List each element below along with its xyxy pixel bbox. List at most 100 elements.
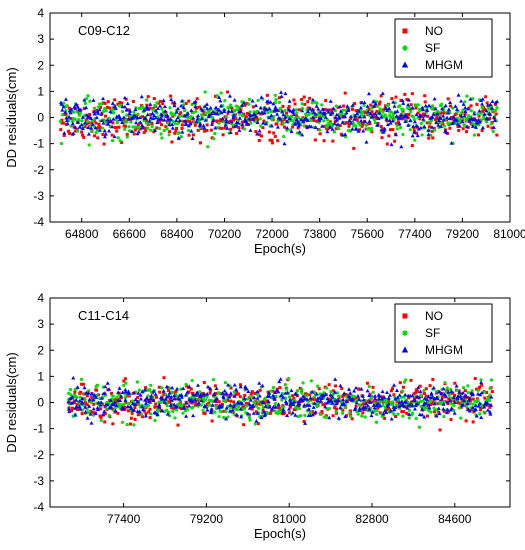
data-point [314, 104, 319, 108]
data-point [262, 119, 266, 123]
data-point [310, 107, 315, 112]
data-point [473, 377, 477, 381]
data-point [389, 128, 393, 132]
data-point [70, 395, 75, 399]
data-point [120, 120, 125, 125]
data-point [72, 125, 76, 129]
data-point [487, 107, 491, 111]
data-point [115, 401, 119, 405]
data-point [271, 405, 276, 409]
data-point [162, 118, 167, 122]
data-point [431, 112, 436, 116]
data-point [402, 410, 406, 414]
data-point [198, 390, 202, 394]
legend-label: NO [425, 309, 443, 323]
data-point [230, 408, 235, 412]
data-point [74, 395, 79, 399]
data-point [101, 412, 106, 417]
data-point [281, 395, 286, 399]
data-point [102, 142, 106, 146]
data-point [244, 404, 249, 408]
data-point [343, 91, 347, 95]
data-point [231, 115, 236, 119]
data-point [149, 394, 154, 398]
x-tick-label: 68400 [160, 227, 194, 241]
data-point [370, 110, 374, 114]
data-point [259, 134, 263, 138]
data-point [261, 400, 266, 405]
data-point [59, 141, 64, 146]
data-point [480, 383, 484, 387]
data-point [158, 116, 163, 121]
data-point [181, 105, 186, 110]
data-point [485, 117, 490, 121]
data-point [205, 106, 210, 111]
data-point [146, 126, 150, 130]
data-point [422, 124, 427, 129]
data-point [373, 400, 377, 404]
data-point [224, 406, 229, 410]
data-point [331, 414, 335, 418]
data-point [318, 399, 323, 403]
data-point [302, 95, 306, 99]
data-point [298, 108, 302, 112]
data-point [463, 112, 467, 116]
data-point [449, 417, 453, 421]
data-point [118, 116, 123, 121]
data-point [487, 112, 492, 117]
data-point [400, 402, 405, 406]
data-point [90, 395, 94, 399]
data-point [253, 114, 258, 119]
data-point [461, 403, 466, 407]
data-point [444, 130, 449, 134]
data-point [174, 389, 178, 393]
data-point [288, 397, 293, 402]
data-point [74, 129, 78, 133]
data-point [183, 392, 188, 397]
data-point [459, 99, 464, 103]
data-point [421, 399, 425, 403]
data-point [211, 377, 216, 382]
data-point [392, 383, 397, 387]
data-point [330, 110, 335, 114]
data-point [276, 411, 280, 416]
data-point [296, 414, 300, 419]
data-point [380, 389, 385, 394]
data-point [354, 400, 359, 405]
data-point [134, 120, 139, 125]
data-point [201, 408, 205, 412]
data-point [91, 98, 96, 102]
data-point [85, 122, 89, 126]
data-point [114, 126, 118, 130]
data-point [376, 121, 380, 125]
data-point [375, 109, 379, 113]
data-point [150, 124, 154, 129]
data-point [113, 98, 117, 102]
data-point [125, 135, 129, 139]
data-point [113, 408, 118, 413]
data-point [306, 407, 311, 411]
data-point [387, 134, 391, 138]
data-point [378, 100, 382, 104]
data-point [377, 110, 382, 115]
data-point [207, 386, 212, 390]
data-point [381, 400, 385, 404]
data-point [189, 108, 194, 112]
data-point [293, 413, 298, 417]
data-point [327, 383, 331, 387]
data-point [212, 111, 217, 116]
data-point [485, 408, 490, 412]
data-point [398, 115, 403, 120]
data-point [294, 114, 298, 118]
data-point [386, 407, 390, 411]
data-point [297, 399, 302, 404]
data-point [164, 384, 169, 389]
data-point [370, 114, 375, 118]
data-point [86, 391, 91, 395]
data-point [440, 395, 444, 399]
data-point [452, 399, 456, 403]
data-point [414, 388, 418, 392]
data-point [162, 393, 166, 397]
data-point [200, 392, 204, 396]
data-point [271, 101, 276, 106]
